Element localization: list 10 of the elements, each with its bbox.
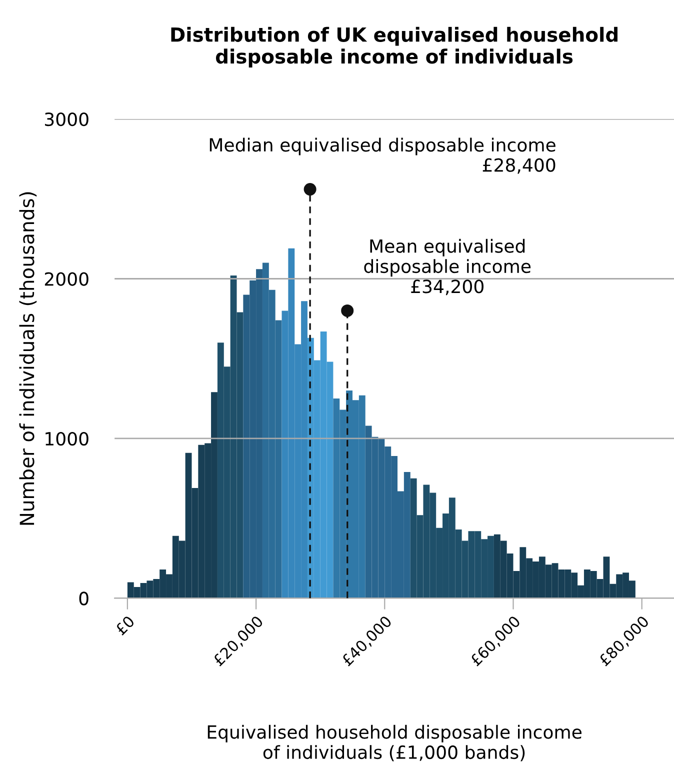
annotation: Mean equivalised disposable income £34,200 xyxy=(364,238,531,296)
y-tick-label: 0 xyxy=(79,592,88,606)
y-tick-label: 2000 xyxy=(44,272,88,286)
y-axis-title: Number of individuals (thousands) xyxy=(19,192,37,525)
x-axis-title: Equivalised household disposable income of individuals (£1,000 bands) xyxy=(208,724,582,762)
chart-title: Distribution of UK equivalised household disposable income of individuals xyxy=(171,26,618,68)
y-tick-label: 1000 xyxy=(46,432,88,446)
y-tick-label: 3000 xyxy=(45,112,88,126)
x-tick-label: £0 xyxy=(114,615,136,636)
annotation: Median equivalised disposable income £28,400 xyxy=(210,138,556,174)
